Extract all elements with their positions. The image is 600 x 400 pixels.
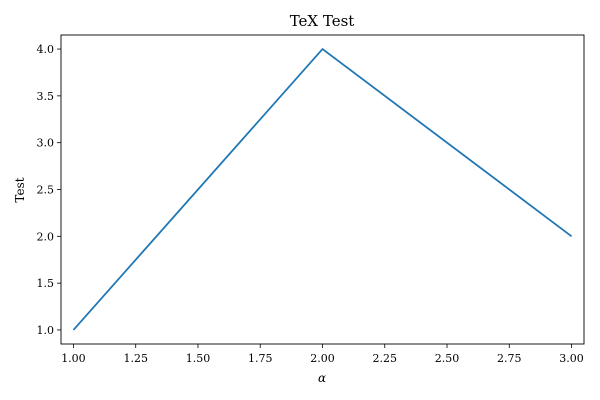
y-tick-label: 3.5 [37,90,55,103]
y-tick-label: 1.0 [37,324,55,337]
chart-title: TeX Test [290,12,355,30]
y-tick-label: 1.5 [37,277,55,290]
y-tick-label: 3.0 [37,137,55,150]
x-tick-label: 2.00 [310,352,335,365]
y-tick-label: 2.0 [37,230,55,243]
series-layer [72,47,573,331]
series-line-0 [72,47,573,331]
x-tick-label: 2.25 [373,352,398,365]
x-tick-label: 1.00 [61,352,86,365]
y-tick-label: 4.0 [37,43,55,56]
x-tick-label: 3.00 [559,352,584,365]
x-tick-label: 1.50 [186,352,211,365]
x-tick-label: 1.25 [123,352,148,365]
plot-area-frame [60,34,585,345]
x-axis-label: α [318,371,326,385]
y-axis: 1.0 1.5 2.0 2.5 3.0 3.5 4.0 [37,43,61,337]
x-axis: 1.00 1.25 1.50 1.75 2.00 2.25 2.50 2.75 3.00 [61,344,584,365]
y-tick-label: 2.5 [37,184,55,197]
x-tick-label: 2.75 [497,352,522,365]
x-tick-label: 1.75 [248,352,273,365]
x-tick-label: 2.50 [435,352,460,365]
y-axis-label: Test [13,177,27,202]
